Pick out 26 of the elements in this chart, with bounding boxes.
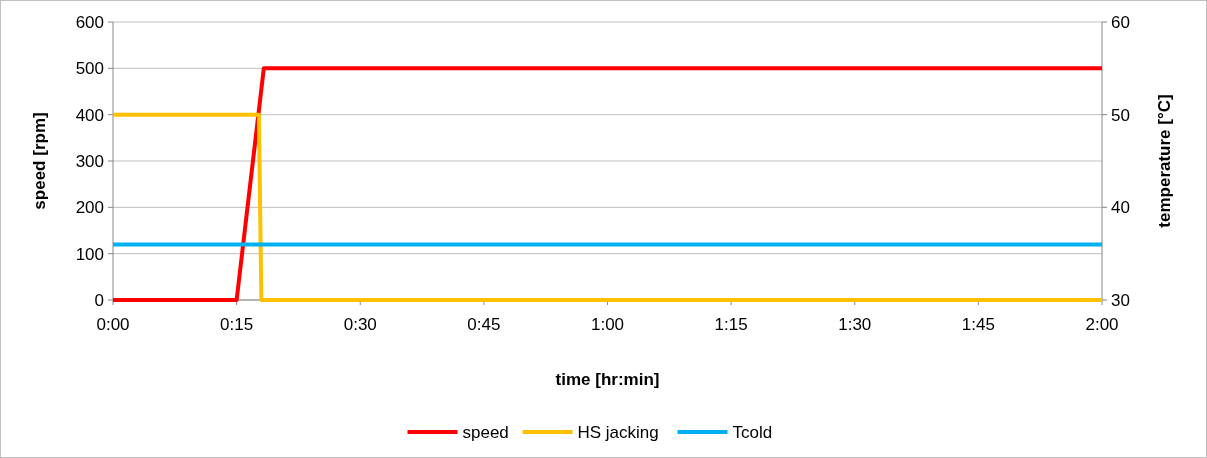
y-axis-title: speed [rpm]	[30, 112, 49, 210]
y-tick-label: 300	[75, 151, 104, 171]
y-tick-label: 100	[75, 244, 104, 264]
x-tick-label: 1:15	[714, 315, 748, 334]
x-tick-label: 1:30	[838, 315, 872, 334]
x-tick-label: 0:45	[467, 315, 501, 334]
legend-label: speed	[462, 422, 509, 442]
x-axis-title: time [hr:min]	[555, 370, 660, 389]
y2-axis-title: temperature [°C]	[1155, 94, 1174, 228]
x-tick-label: 0:00	[96, 315, 130, 334]
x-tick-label: 0:30	[343, 315, 377, 334]
y2-tick-label: 30	[1111, 290, 1130, 310]
legend-label: Tcold	[732, 422, 773, 442]
y-tick-label: 400	[75, 105, 104, 125]
x-tick-label: 2:00	[1085, 315, 1119, 334]
y-tick-label: 200	[75, 198, 104, 218]
x-tick-label: 1:45	[961, 315, 995, 334]
y2-tick-label: 50	[1111, 105, 1130, 125]
y-tick-label: 500	[75, 59, 104, 79]
x-tick-label: 1:00	[590, 315, 625, 334]
y-tick-label: 0	[94, 290, 104, 310]
legend-label: HS jacking	[577, 422, 659, 442]
x-tick-label: 0:15	[220, 315, 254, 334]
y2-tick-label: 40	[1111, 198, 1130, 218]
y-tick-label: 600	[75, 12, 104, 32]
y2-tick-label: 60	[1111, 12, 1130, 32]
